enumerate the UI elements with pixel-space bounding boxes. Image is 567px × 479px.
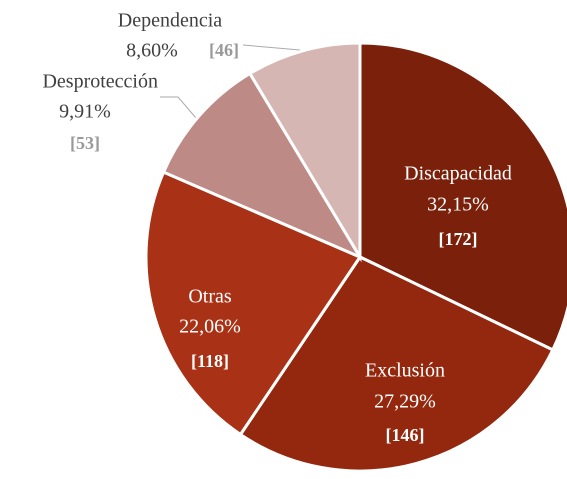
slice-count: [53] <box>70 133 100 153</box>
slice-name: Dependencia <box>118 10 223 32</box>
slice-count: [118] <box>191 351 229 371</box>
pie-slice <box>358 41 567 352</box>
slice-percent: 8,60% <box>126 40 178 62</box>
slice-percent: 9,91% <box>59 101 111 123</box>
slice-name: Discapacidad <box>404 163 512 185</box>
slice-count: [172] <box>439 229 478 249</box>
slice-count: [46] <box>209 40 239 60</box>
slice-count: [146] <box>386 425 425 445</box>
pie-slice <box>144 170 363 437</box>
pie-slice <box>161 71 364 261</box>
pie-slice <box>247 41 362 263</box>
slice-percent: 22,06% <box>179 316 241 338</box>
slice-percent: 32,15% <box>427 194 489 216</box>
slice-name: Desprotección <box>42 71 158 93</box>
slice-percent: 27,29% <box>374 391 436 413</box>
leader-line <box>160 96 197 119</box>
slice-name: Otras <box>188 286 232 308</box>
leader-line <box>242 44 301 51</box>
slice-name: Exclusión <box>365 360 445 382</box>
pie-slice <box>238 255 555 473</box>
